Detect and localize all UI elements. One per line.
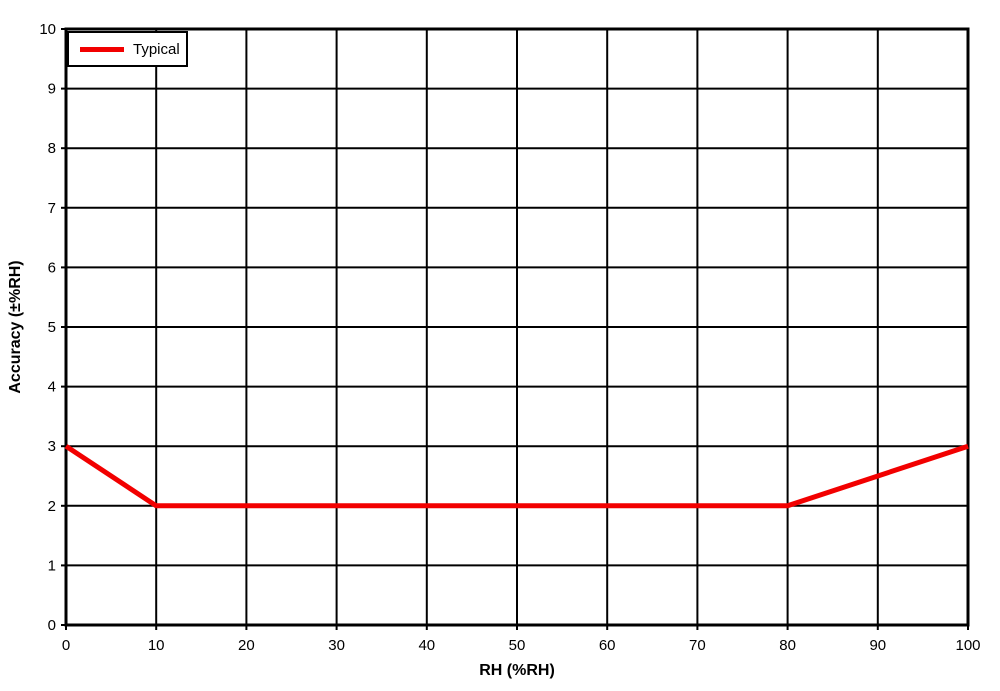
y-tick-label: 4 [48,379,56,396]
x-tick-label: 30 [328,637,345,654]
x-tick-label: 100 [955,637,980,654]
x-tick-label: 80 [779,637,796,654]
x-tick-label: 0 [62,637,70,654]
y-tick-label: 3 [48,438,56,455]
y-axis-title: Accuracy (±%RH) [7,260,24,394]
x-tick-label: 10 [148,637,165,654]
legend-line-swatch [80,46,124,52]
y-tick-label: 7 [48,200,56,217]
x-tick-label: 70 [689,637,706,654]
x-tick-label: 40 [418,637,435,654]
series-line-typical [64,443,969,509]
y-tick-label: 1 [48,557,56,574]
y-tick-label: 6 [48,259,56,276]
x-tick-label: 90 [869,637,886,654]
x-tick-label: 20 [238,637,255,654]
y-tick-label: 10 [39,21,56,38]
legend-label: Typical [133,40,180,58]
x-tick-label: 50 [509,637,526,654]
y-tick-label: 9 [48,81,56,98]
x-tick-label: 60 [599,637,616,654]
y-tick-label: 2 [48,498,56,515]
x-axis-title: RH (%RH) [479,662,555,679]
y-tick-label: 0 [48,617,56,634]
y-tick-label: 5 [48,319,56,336]
y-tick-label: 8 [48,140,56,157]
legend: Typical [67,31,188,67]
